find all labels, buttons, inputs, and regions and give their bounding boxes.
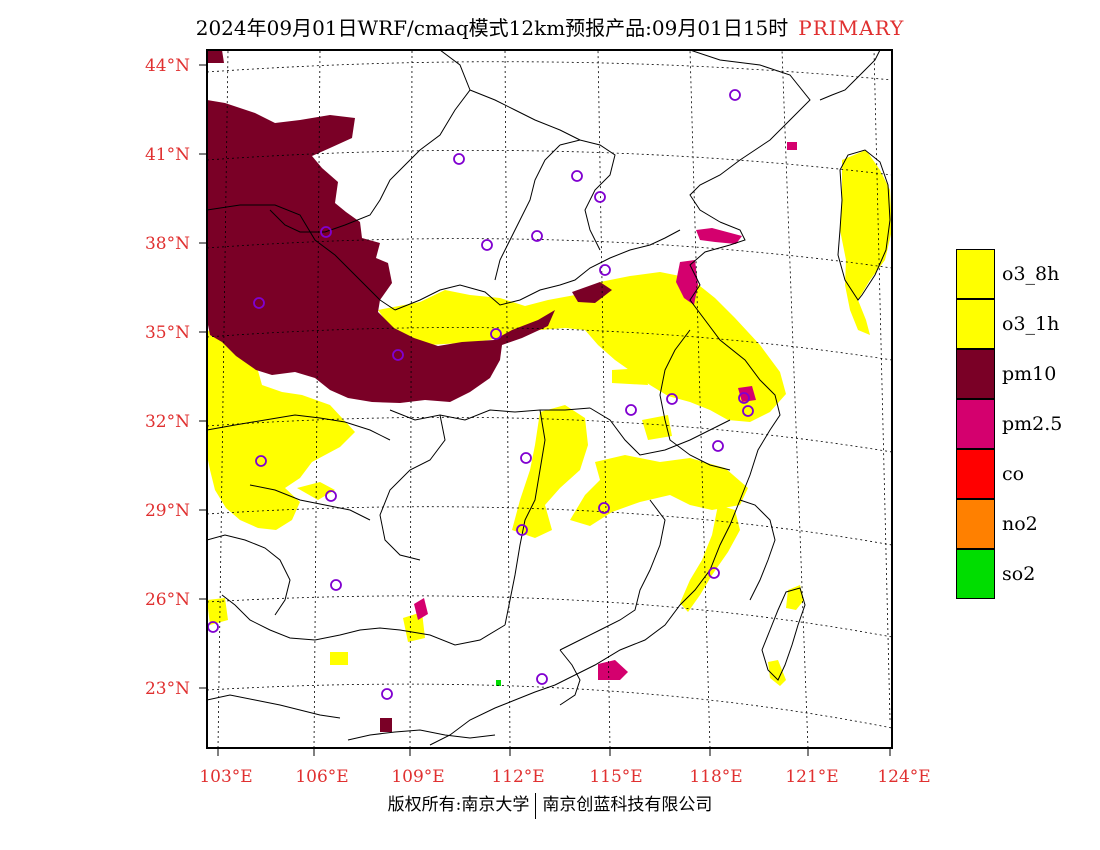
o3-areas	[207, 150, 892, 686]
lat-label-44: 44°N	[145, 56, 190, 76]
map-title: 2024年09月01日WRF/cmaq模式12km预报产品:09月01日15时 P…	[0, 12, 1100, 41]
legend-label-o3-1h: o3_1h	[1002, 313, 1060, 335]
legend-label-so2: so2	[1002, 563, 1036, 585]
legend-label-o3-8h: o3_8h	[1002, 263, 1060, 285]
boundaries	[207, 50, 891, 746]
lat-label-29: 29°N	[145, 501, 190, 521]
primary-tag: PRIMARY	[798, 16, 905, 40]
legend-swatch-o3-1h	[956, 299, 995, 349]
lat-axis: 44°N 41°N 38°N 35°N 32°N 29°N 26°N 23°N	[145, 56, 207, 699]
lat-label-35: 35°N	[145, 323, 190, 343]
graticule	[207, 50, 892, 748]
copyright: 版权所有:南京大学 南京创蓝科技有限公司	[0, 790, 1100, 819]
lon-label-106: 106°E	[295, 767, 348, 787]
pm25-areas	[414, 142, 797, 680]
lon-label-118: 118°E	[689, 767, 742, 787]
legend-swatch-o3-8h	[956, 249, 995, 299]
legend-swatch-co	[956, 449, 995, 499]
lat-label-26: 26°N	[145, 590, 190, 610]
legend-label-no2: no2	[1002, 513, 1038, 535]
legend-swatch-pm10	[956, 349, 995, 399]
lat-label-23: 23°N	[145, 679, 190, 699]
legend-label-pm25: pm2.5	[1002, 413, 1063, 435]
lon-label-121: 121°E	[785, 767, 838, 787]
copyright-owner: 版权所有:南京大学	[387, 795, 530, 815]
legend-swatch-so2	[956, 549, 995, 599]
lat-label-32: 32°N	[145, 412, 190, 432]
so2-spot	[496, 680, 501, 686]
lat-label-41: 41°N	[145, 145, 190, 165]
legend-swatch-no2	[956, 499, 995, 549]
lon-label-103: 103°E	[199, 767, 252, 787]
lon-label-109: 109°E	[391, 767, 444, 787]
legend-label-co: co	[1002, 463, 1025, 485]
map-title-text: 2024年09月01日WRF/cmaq模式12km预报产品:09月01日15时	[195, 16, 789, 40]
map-content	[207, 50, 892, 748]
lon-label-115: 115°E	[589, 767, 642, 787]
copyright-company: 南京创蓝科技有限公司	[542, 795, 713, 815]
lat-label-38: 38°N	[145, 234, 190, 254]
lon-label-112: 112°E	[491, 767, 544, 787]
legend-label-pm10: pm10	[1002, 363, 1057, 385]
lon-axis: 103°E 106°E 109°E 112°E 115°E 118°E 121°…	[199, 748, 931, 787]
map-frame	[206, 49, 893, 749]
copyright-divider	[535, 792, 537, 819]
legend-swatch-pm25	[956, 399, 995, 449]
lon-label-124: 124°E	[877, 767, 930, 787]
stations	[207, 89, 754, 700]
